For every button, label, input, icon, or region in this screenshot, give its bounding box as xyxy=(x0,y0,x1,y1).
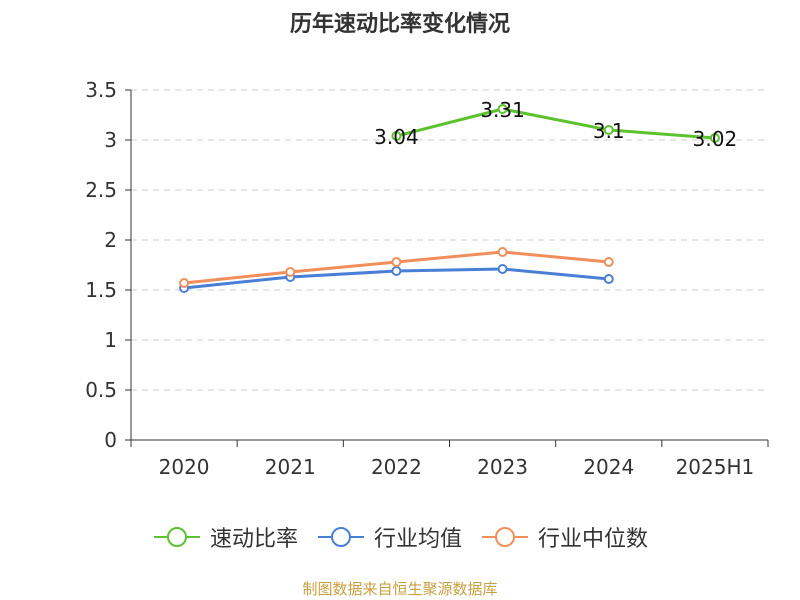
data-point xyxy=(391,257,402,267)
y-tick-label: 3.5 xyxy=(85,78,117,102)
data-point xyxy=(603,125,614,135)
data-point xyxy=(603,274,614,284)
data-point xyxy=(179,278,190,288)
data-point xyxy=(603,257,614,267)
data-point xyxy=(497,104,508,114)
source-note: 制图数据来自恒生聚源数据库 xyxy=(302,580,498,598)
series-line-0 xyxy=(396,107,716,140)
data-point xyxy=(391,266,402,276)
y-tick-label: 1.5 xyxy=(85,278,117,302)
x-tick-label: 2023 xyxy=(477,455,528,479)
data-point xyxy=(285,267,296,277)
data-point xyxy=(497,264,508,274)
legend-label: 行业中位数 xyxy=(538,527,649,552)
chart-title: 历年速动比率变化情况 xyxy=(289,12,510,37)
y-tick-label: 2 xyxy=(104,228,117,252)
legend-line-icon xyxy=(317,527,364,547)
x-tick-label: 2020 xyxy=(159,455,210,479)
x-tick-label: 2022 xyxy=(371,455,422,479)
data-label: 3.04 xyxy=(374,125,419,149)
data-label: 3.31 xyxy=(480,98,525,122)
legend-label: 速动比率 xyxy=(209,527,298,552)
legend-item[interactable]: 行业中位数 xyxy=(480,521,648,553)
legend-item[interactable]: 行业均值 xyxy=(316,521,462,553)
y-tick-label: 3 xyxy=(104,128,117,152)
legend-line-icon xyxy=(482,527,528,547)
x-tick-label: 2025H1 xyxy=(676,455,755,479)
data-point xyxy=(497,247,508,257)
y-tick-label: 1 xyxy=(104,328,117,352)
data-point xyxy=(391,131,402,141)
x-tick-label: 2021 xyxy=(265,455,316,479)
x-tick-label: 2024 xyxy=(583,455,634,479)
data-label: 3.02 xyxy=(693,127,738,151)
y-tick-label: 0 xyxy=(104,428,117,452)
chart-legend: 速动比率 行业均值 行业中位数 xyxy=(0,520,800,554)
legend-item[interactable]: 速动比率 xyxy=(152,521,298,553)
data-point xyxy=(709,133,720,143)
y-tick-label: 2.5 xyxy=(85,178,117,202)
y-tick-label: 0.5 xyxy=(85,378,117,402)
legend-label: 行业均值 xyxy=(373,527,462,552)
data-label: 3.1 xyxy=(593,119,625,143)
legend-line-icon xyxy=(153,527,200,547)
